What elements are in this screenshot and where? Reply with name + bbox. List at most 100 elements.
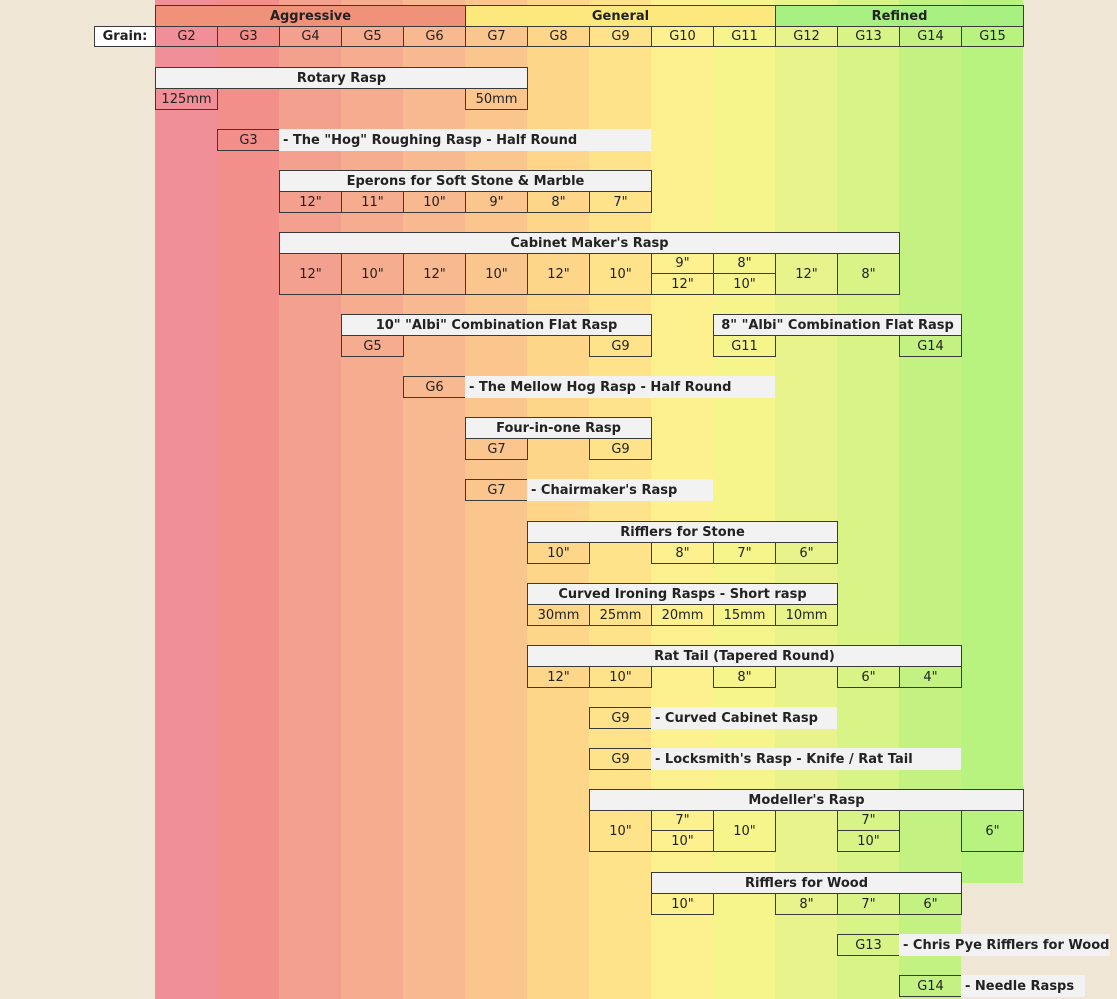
grain-size-cell: 12" [651, 273, 714, 295]
grain-size-cell: 10" [527, 542, 590, 564]
grain-size-cell: 8" [775, 893, 838, 915]
grain-size-cell: 7" [589, 191, 652, 213]
grain-size-cell: 10" [651, 893, 714, 915]
grain-size-cell: 12" [527, 666, 590, 688]
grain-size-cell: 7" [837, 893, 900, 915]
rasp-title: Rotary Rasp [155, 67, 528, 89]
rasp-title: Modeller's Rasp [589, 789, 1024, 811]
grain-header-g12: G12 [775, 26, 838, 47]
grain-size-cell: 25mm [589, 604, 652, 626]
grain-size-cell: G6 [403, 376, 466, 398]
grain-size-cell: 12" [279, 253, 342, 295]
rasp-title: Curved Ironing Rasps - Short rasp [527, 583, 838, 605]
rasp-inline-label: - Locksmith's Rasp - Knife / Rat Tail [651, 748, 961, 770]
grain-size-cell: 10" [403, 191, 466, 213]
grain-header-g7: G7 [465, 26, 528, 47]
grain-header-g10: G10 [651, 26, 714, 47]
grain-size-cell: 10" [341, 253, 404, 295]
grain-size-cell: 125mm [155, 88, 218, 110]
rasp-title: 10" "Albi" Combination Flat Rasp [341, 314, 652, 336]
rasp-inline-label: - The Mellow Hog Rasp - Half Round [465, 376, 775, 398]
grain-size-cell: 20mm [651, 604, 714, 626]
grain-header-g6: G6 [403, 26, 466, 47]
grain-size-cell: G9 [589, 438, 652, 460]
grain-size-cell: 11" [341, 191, 404, 213]
rasp-title: Rifflers for Wood [651, 872, 962, 894]
rasp-title: Rat Tail (Tapered Round) [527, 645, 962, 667]
grain-size-cell: 8" [713, 253, 776, 274]
grain-column-g4 [279, 0, 341, 999]
grain-header-g15: G15 [961, 26, 1024, 47]
grain-size-cell: 10" [465, 253, 528, 295]
rasp-inline-label: - Curved Cabinet Rasp [651, 707, 837, 729]
grain-size-cell: 10mm [775, 604, 838, 626]
grain-size-cell: 10" [589, 253, 652, 295]
grain-column-g12 [775, 0, 837, 999]
grain-column-g14 [899, 0, 961, 999]
grain-size-cell: G9 [589, 707, 652, 729]
grain-size-cell: G11 [713, 335, 776, 357]
grain-size-cell: 12" [527, 253, 590, 295]
grain-header-g4: G4 [279, 26, 342, 47]
grain-size-cell: G9 [589, 335, 652, 357]
grain-size-cell: 8" [651, 542, 714, 564]
rasp-inline-label: - Chairmaker's Rasp [527, 479, 713, 501]
grain-size-cell: 6" [961, 810, 1024, 852]
grain-header-g3: G3 [217, 26, 280, 47]
grain-header-g11: G11 [713, 26, 776, 47]
grain-size-cell: 50mm [465, 88, 528, 110]
grain-size-cell: 6" [837, 666, 900, 688]
rasp-inline-label: - Needle Rasps [961, 975, 1085, 997]
grain-size-cell: G3 [217, 129, 280, 151]
grain-size-cell: 10" [651, 830, 714, 852]
grain-size-cell: 12" [403, 253, 466, 295]
rasp-title: Eperons for Soft Stone & Marble [279, 170, 652, 192]
grain-size-cell: G5 [341, 335, 404, 357]
grain-column-g6 [403, 0, 465, 999]
grain-header-g13: G13 [837, 26, 900, 47]
grain-size-cell: 6" [775, 542, 838, 564]
grain-column-g2 [155, 0, 217, 999]
grain-size-cell: G14 [899, 335, 962, 357]
grain-size-cell: 10" [589, 666, 652, 688]
grain-size-cell: 10" [589, 810, 652, 852]
grain-size-cell: G14 [899, 975, 962, 997]
group-header-refined: Refined [775, 5, 1024, 27]
grain-header-g5: G5 [341, 26, 404, 47]
grain-size-cell: 12" [279, 191, 342, 213]
rasp-title: Cabinet Maker's Rasp [279, 232, 900, 254]
grain-size-cell: 6" [899, 893, 962, 915]
grain-size-cell: 10" [713, 273, 776, 295]
grain-column-g5 [341, 0, 403, 999]
rasp-title: Four-in-one Rasp [465, 417, 652, 439]
grain-size-cell: 7" [837, 810, 900, 831]
grain-size-cell: G7 [465, 438, 528, 460]
grain-size-cell: G7 [465, 479, 528, 501]
group-header-aggressive: Aggressive [155, 5, 466, 27]
rasp-inline-label: - The "Hog" Roughing Rasp - Half Round [279, 129, 651, 151]
grain-size-cell: 9" [465, 191, 528, 213]
rasp-title: 8" "Albi" Combination Flat Rasp [713, 314, 962, 336]
grain-header-g2: G2 [155, 26, 218, 47]
rasp-title: Rifflers for Stone [527, 521, 838, 543]
grain-size-cell: 8" [713, 666, 776, 688]
grain-header-g9: G9 [589, 26, 652, 47]
grain-column-g3 [217, 0, 279, 999]
grain-size-cell: G9 [589, 748, 652, 770]
grain-size-cell: G13 [837, 934, 900, 956]
grain-size-cell: 10" [837, 830, 900, 852]
grain-size-cell: 15mm [713, 604, 776, 626]
grain-size-cell: 30mm [527, 604, 590, 626]
grain-size-cell: 10" [713, 810, 776, 852]
grain-header-g8: G8 [527, 26, 590, 47]
grain-size-cell: 8" [527, 191, 590, 213]
grain-size-cell: 7" [651, 810, 714, 831]
rasp-inline-label: - Chris Pye Rifflers for Wood [899, 934, 1110, 956]
grain-size-cell: 7" [713, 542, 776, 564]
grain-header-g14: G14 [899, 26, 962, 47]
group-header-general: General [465, 5, 776, 27]
grain-size-cell: 12" [775, 253, 838, 295]
grain-size-cell: 9" [651, 253, 714, 274]
grain-label: Grain: [94, 26, 156, 47]
